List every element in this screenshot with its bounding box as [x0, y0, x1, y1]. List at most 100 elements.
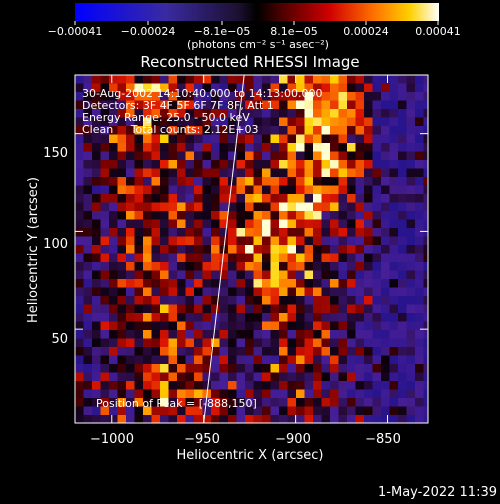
- heatmap-cell: [228, 160, 237, 169]
- heatmap-cell: [228, 92, 237, 101]
- annotation-energy-range: Energy Range: 25.0 - 50.0 keV: [82, 111, 250, 124]
- heatmap-cell: [338, 143, 348, 152]
- heatmap-cell: [304, 381, 314, 390]
- heatmap-cell: [100, 92, 110, 101]
- heatmap-cell: [296, 245, 305, 254]
- heatmap-cell: [381, 355, 390, 365]
- heatmap-cell: [151, 381, 161, 390]
- heatmap-cell: [100, 304, 110, 314]
- heatmap-cell: [143, 194, 152, 203]
- heatmap-cell: [75, 92, 84, 101]
- heatmap-cell: [83, 185, 93, 195]
- heatmap-cell: [321, 313, 331, 322]
- heatmap-cell: [398, 398, 407, 407]
- heatmap-cell: [236, 355, 246, 365]
- heatmap-cell: [177, 406, 186, 416]
- y-tick-label: 100: [43, 237, 68, 252]
- heatmap-cell: [194, 279, 203, 288]
- heatmap-cell: [143, 389, 152, 399]
- heatmap-cell: [134, 287, 144, 297]
- heatmap-cell: [83, 364, 93, 373]
- colorbar-tick-label: 0.00024: [343, 25, 389, 38]
- heatmap-cell: [355, 389, 365, 399]
- heatmap-cell: [381, 245, 390, 254]
- heatmap-cell: [134, 262, 144, 271]
- heatmap-cell: [304, 330, 314, 339]
- heatmap-cell: [236, 151, 246, 161]
- heatmap-cell: [236, 177, 246, 186]
- heatmap-cell: [109, 296, 118, 305]
- heatmap-cell: [304, 355, 314, 365]
- heatmap-cell: [253, 211, 263, 220]
- heatmap-cell: [109, 338, 118, 348]
- heatmap-cell: [185, 168, 195, 178]
- heatmap-cell: [228, 185, 237, 195]
- heatmap-cell: [219, 347, 229, 356]
- heatmap-cell: [160, 262, 169, 271]
- heatmap-cell: [398, 151, 407, 161]
- heatmap-cell: [160, 321, 169, 331]
- colorbar-unit-label: (photons cm⁻² s⁻¹ asec⁻²): [187, 38, 329, 51]
- heatmap-cell: [228, 398, 237, 407]
- heatmap-cell: [143, 160, 152, 169]
- heatmap-cell: [347, 253, 356, 263]
- heatmap-cell: [355, 415, 365, 423]
- heatmap-cell: [253, 245, 263, 254]
- heatmap-cell: [287, 83, 297, 93]
- heatmap-cell: [219, 92, 229, 101]
- heatmap-cell: [313, 279, 322, 288]
- heatmap-cell: [270, 406, 280, 416]
- heatmap-cell: [219, 75, 229, 84]
- heatmap-cell: [270, 177, 280, 186]
- heatmap-cell: [389, 381, 399, 390]
- heatmap-cell: [92, 168, 101, 178]
- heatmap-cell: [304, 245, 314, 254]
- heatmap-cell: [364, 245, 373, 254]
- heatmap-cell: [270, 92, 280, 101]
- heatmap-cell: [270, 381, 280, 390]
- heatmap-cell: [372, 398, 382, 407]
- heatmap-cell: [151, 194, 161, 203]
- heatmap-cell: [313, 253, 322, 263]
- heatmap-cell: [211, 338, 220, 348]
- heatmap-cell: [168, 177, 178, 186]
- heatmap-cell: [279, 372, 288, 382]
- heatmap-cell: [253, 415, 263, 423]
- heatmap-cell: [338, 253, 348, 263]
- heatmap-cell: [262, 364, 271, 373]
- heatmap-cell: [151, 100, 161, 110]
- heatmap-cell: [228, 287, 237, 297]
- heatmap-cell: [406, 321, 416, 331]
- heatmap-cell: [151, 296, 161, 305]
- heatmap-cell: [211, 134, 220, 144]
- heatmap-cell: [423, 279, 428, 288]
- heatmap-cell: [279, 415, 288, 423]
- heatmap-cell: [143, 372, 152, 382]
- heatmap-cell: [134, 236, 144, 246]
- heatmap-cell: [262, 143, 271, 152]
- heatmap-cell: [330, 304, 339, 314]
- heatmap-cell: [321, 304, 331, 314]
- heatmap-cell: [168, 160, 178, 169]
- heatmap-cell: [287, 398, 297, 407]
- heatmap-cell: [168, 151, 178, 161]
- heatmap-cell: [185, 134, 195, 144]
- heatmap-cell: [364, 211, 373, 220]
- heatmap-cell: [279, 143, 288, 152]
- heatmap-cell: [355, 228, 365, 237]
- heatmap-cell: [219, 355, 229, 365]
- heatmap-cell: [202, 117, 212, 127]
- heatmap-cell: [364, 75, 373, 84]
- heatmap-cell: [270, 134, 280, 144]
- heatmap-cell: [389, 236, 399, 246]
- heatmap-cell: [143, 83, 152, 93]
- heatmap-cell: [330, 398, 339, 407]
- heatmap-cell: [313, 168, 322, 178]
- heatmap-cell: [338, 75, 348, 84]
- heatmap-cell: [100, 100, 110, 110]
- heatmap-cell: [117, 415, 127, 423]
- heatmap-cell: [75, 160, 84, 169]
- heatmap-cell: [151, 117, 161, 127]
- heatmap-cell: [109, 406, 118, 416]
- heatmap-cell: [245, 304, 254, 314]
